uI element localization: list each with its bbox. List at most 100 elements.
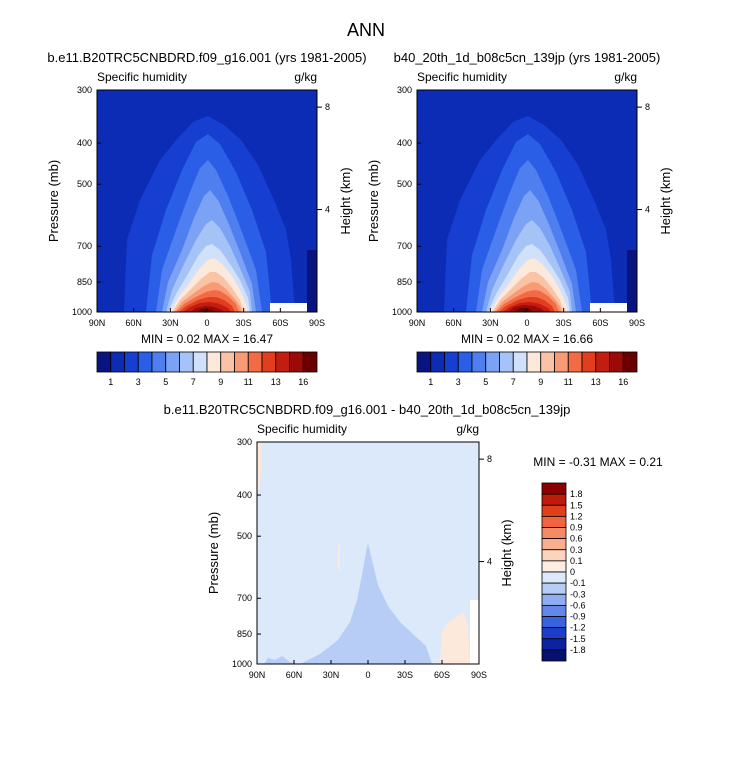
- colorbar-label: 1: [108, 377, 113, 387]
- colorbar-swatch: [595, 351, 610, 373]
- colorbar-label: 5: [163, 377, 168, 387]
- colorbar-label: -0.9: [570, 612, 586, 622]
- colorbar-label: -0.6: [570, 600, 586, 610]
- panel-c-stats: MIN = -0.31 MAX = 0.21: [533, 455, 663, 469]
- panel-c-field: [257, 442, 479, 664]
- x-tick-label: 30S: [236, 318, 252, 328]
- page-title: ANN: [347, 20, 385, 40]
- colorbar-swatch: [165, 351, 180, 373]
- panel-b: b40_20th_1d_b08c5cn_139jp (yrs 1981-2005…: [366, 50, 673, 387]
- colorbar-swatch: [541, 638, 567, 651]
- colorbar-label: 0.1: [570, 556, 583, 566]
- y-tick-label: 700: [397, 241, 412, 251]
- colorbar-label: 0: [570, 567, 575, 577]
- colorbar-swatch: [151, 351, 167, 373]
- colorbar-swatch: [289, 351, 304, 373]
- panel-a-missing-data: [270, 303, 310, 312]
- colorbar-swatch: [124, 351, 139, 373]
- y-right-tick-label: 8: [325, 102, 330, 112]
- colorbar-swatch: [541, 560, 567, 573]
- x-tick-label: 90N: [89, 318, 106, 328]
- colorbar-swatch: [567, 351, 583, 373]
- x-tick-label: 60S: [272, 318, 288, 328]
- colorbar-swatch: [444, 351, 459, 373]
- colorbar-swatch: [96, 351, 112, 373]
- colorbar-swatch: [471, 351, 487, 373]
- y-right-tick-label: 4: [645, 205, 650, 215]
- x-tick-label: 90N: [249, 670, 266, 680]
- x-tick-label: 0: [204, 318, 209, 328]
- y-right-tick-label: 4: [325, 205, 330, 215]
- colorbar-label: 16: [298, 377, 308, 387]
- colorbar-swatch: [622, 351, 638, 373]
- panel-a: b.e11.B20TRC5CNBDRD.f09_g16.001 (yrs 198…: [46, 50, 367, 387]
- colorbar-swatch: [179, 351, 194, 373]
- colorbar-swatch: [541, 538, 567, 551]
- panel-b-contour-16: [514, 308, 534, 312]
- colorbar-label: 3: [136, 377, 141, 387]
- colorbar-swatch: [192, 351, 208, 373]
- colorbar-swatch: [541, 649, 567, 662]
- panel-a-contour-16: [196, 309, 216, 312]
- y-tick-label: 850: [397, 277, 412, 287]
- y-tick-label: 300: [77, 85, 92, 95]
- panel-a-stats: MIN = 0.02 MAX = 16.47: [141, 332, 273, 346]
- panel-c-subtitle-left: Specific humidity: [257, 422, 347, 436]
- x-tick-label: 30N: [162, 318, 179, 328]
- colorbar-swatch: [485, 351, 500, 373]
- colorbar-swatch: [541, 593, 567, 606]
- panel-b-subtitle-left: Specific humidity: [417, 70, 507, 84]
- panel-b-ylabel-right: Height (km): [658, 167, 673, 234]
- colorbar-swatch: [247, 351, 263, 373]
- colorbar-swatch: [526, 351, 542, 373]
- colorbar-label: 11: [564, 377, 573, 387]
- colorbar-swatch: [554, 351, 569, 373]
- x-tick-label: 30N: [323, 670, 340, 680]
- x-tick-label: 60N: [445, 318, 462, 328]
- colorbar-swatch: [234, 351, 249, 373]
- panel-c-title: b.e11.B20TRC5CNBDRD.f09_g16.001 - b40_20…: [164, 402, 571, 417]
- x-tick-label: 90S: [471, 670, 487, 680]
- colorbar-label: -1.8: [570, 645, 586, 655]
- colorbar-swatch: [416, 351, 432, 373]
- colorbar-swatch: [541, 515, 567, 528]
- x-tick-label: 30S: [556, 318, 572, 328]
- colorbar-swatch: [430, 351, 445, 373]
- panel-c-subtitle-right: g/kg: [456, 422, 479, 436]
- colorbar-swatch: [541, 527, 567, 540]
- colorbar-swatch: [541, 549, 567, 562]
- colorbar-label: 1.8: [570, 489, 583, 499]
- colorbar-label: 3: [456, 377, 461, 387]
- x-tick-label: 90N: [409, 318, 426, 328]
- panel-c-negative-region: [300, 543, 432, 664]
- colorbar-label: 5: [483, 377, 488, 387]
- x-tick-label: 60N: [286, 670, 303, 680]
- colorbar-label: 7: [191, 377, 196, 387]
- panel-a-ylabel: Pressure (mb): [46, 160, 61, 242]
- colorbar-swatch: [206, 351, 222, 373]
- y-tick-label: 700: [237, 593, 252, 603]
- panel-c-ylabel-right: Height (km): [499, 519, 514, 586]
- y-tick-label: 850: [77, 277, 92, 287]
- x-tick-label: 0: [524, 318, 529, 328]
- colorbar-label: 16: [618, 377, 628, 387]
- colorbar-swatch: [541, 571, 567, 584]
- x-tick-label: 60N: [125, 318, 142, 328]
- colorbar-label: 1.5: [570, 500, 583, 510]
- colorbar-swatch: [541, 504, 567, 517]
- panel-b-stats: MIN = 0.02 MAX = 16.66: [461, 332, 593, 346]
- colorbar-label: -0.1: [570, 578, 586, 588]
- colorbar-swatch: [302, 351, 318, 373]
- colorbar-label: 1.2: [570, 511, 583, 521]
- y-right-tick-label: 4: [487, 557, 492, 567]
- colorbar-swatch: [541, 627, 567, 640]
- colorbar-label: 0.3: [570, 545, 583, 555]
- y-right-tick-label: 8: [487, 454, 492, 464]
- colorbar-label: 13: [591, 377, 601, 387]
- colorbar-swatch: [581, 351, 597, 373]
- colorbar-swatch: [275, 351, 290, 373]
- panel-c: b.e11.B20TRC5CNBDRD.f09_g16.001 - b40_20…: [164, 402, 663, 680]
- y-tick-label: 300: [237, 437, 252, 447]
- colorbar-swatch: [261, 351, 277, 373]
